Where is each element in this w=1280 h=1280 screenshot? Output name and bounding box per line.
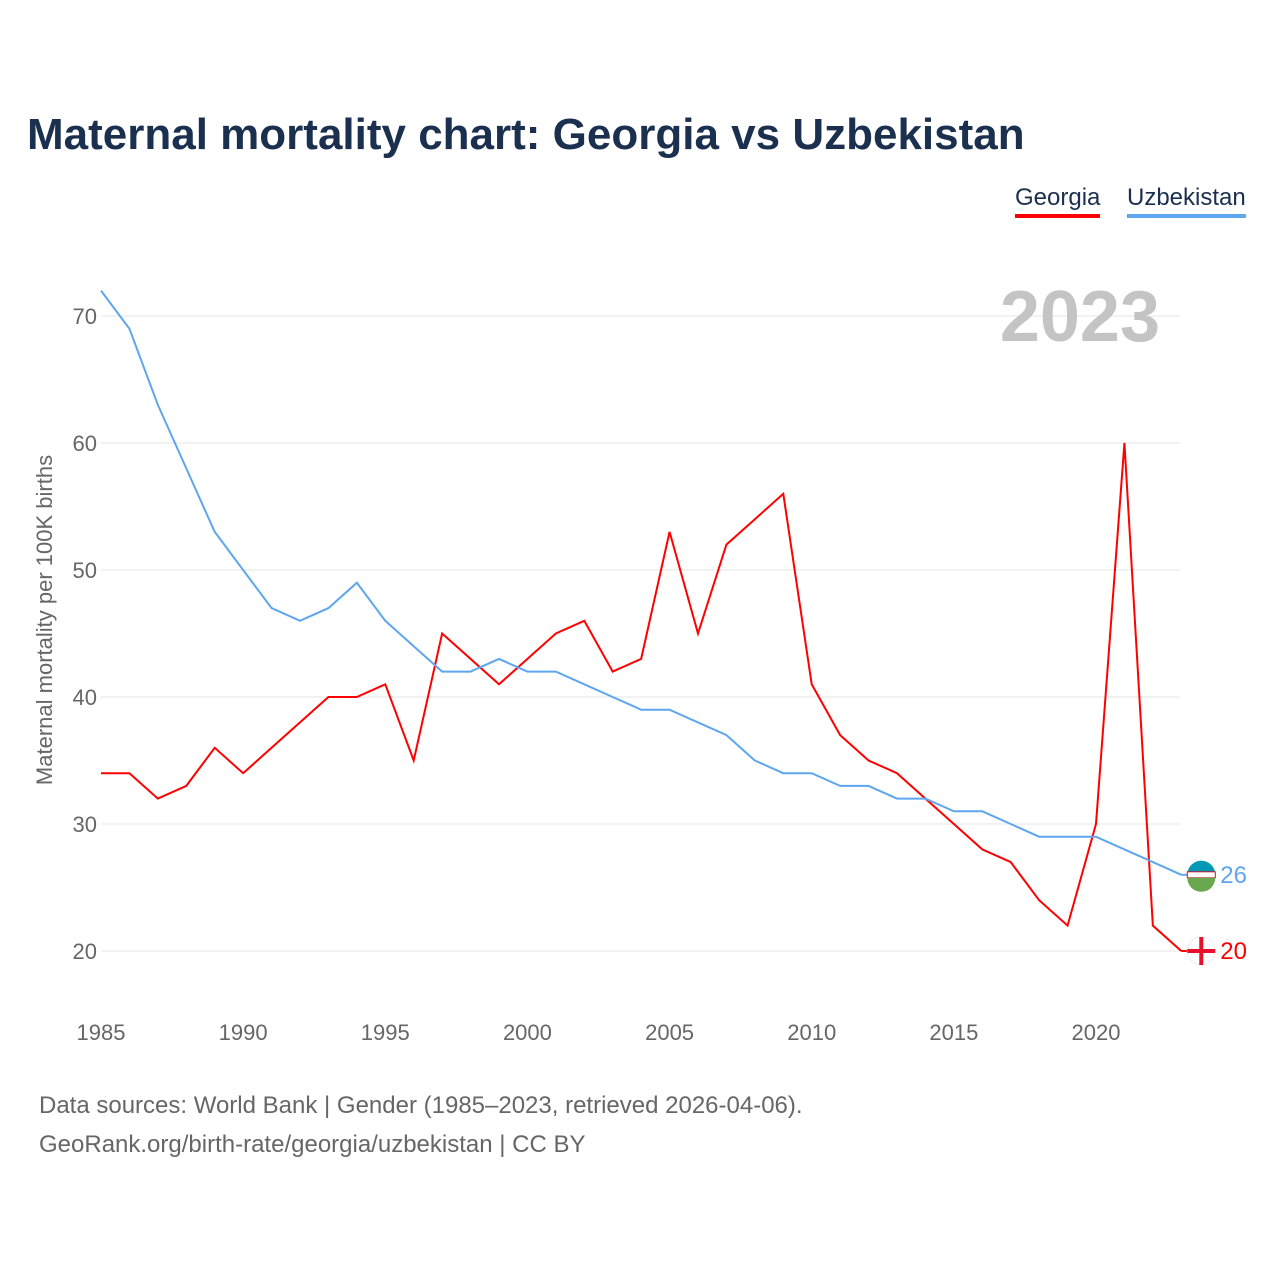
footer: Data sources: World Bank | Gender (1985–…: [39, 1086, 803, 1164]
x-tick-label: 2000: [503, 1020, 552, 1045]
x-tick-label: 1995: [361, 1020, 410, 1045]
y-tick-label: 50: [73, 558, 97, 583]
legend-georgia[interactable]: Georgia: [1015, 184, 1101, 218]
y-axis-label: Maternal mortality per 100K births: [32, 455, 57, 785]
flag-bottom: [1187, 877, 1216, 892]
y-tick-label: 40: [73, 685, 97, 710]
x-tick-label: 1985: [77, 1020, 126, 1045]
end-value-label: 26: [1220, 862, 1247, 889]
x-tick-label: 2020: [1072, 1020, 1121, 1045]
y-tick-label: 70: [73, 304, 97, 329]
series-line-georgia: [101, 442, 1182, 952]
series-line-uzbekistan: [100, 290, 1182, 876]
footer-link[interactable]: GeoRank.org/birth-rate/georgia/uzbekista…: [39, 1131, 586, 1158]
x-tick-label: 2010: [787, 1020, 836, 1045]
y-tick-label: 20: [73, 939, 97, 964]
x-tick-label: 2005: [645, 1020, 694, 1045]
flag-cross-v: [1199, 937, 1204, 965]
flag-band: [1186, 871, 1216, 879]
y-tick-label: 30: [73, 812, 97, 837]
end-value-label: 20: [1220, 938, 1247, 965]
footer-sources: Data sources: World Bank | Gender (1985–…: [39, 1092, 803, 1119]
legend-uzbekistan[interactable]: Uzbekistan: [1127, 184, 1246, 218]
x-tick-label: 1990: [219, 1020, 268, 1045]
x-tick-label: 2015: [929, 1020, 978, 1045]
chart-title: Maternal mortality chart: Georgia vs Uzb…: [27, 110, 1025, 159]
year-label: 2023: [1000, 277, 1160, 357]
y-tick-label: 60: [73, 431, 97, 456]
